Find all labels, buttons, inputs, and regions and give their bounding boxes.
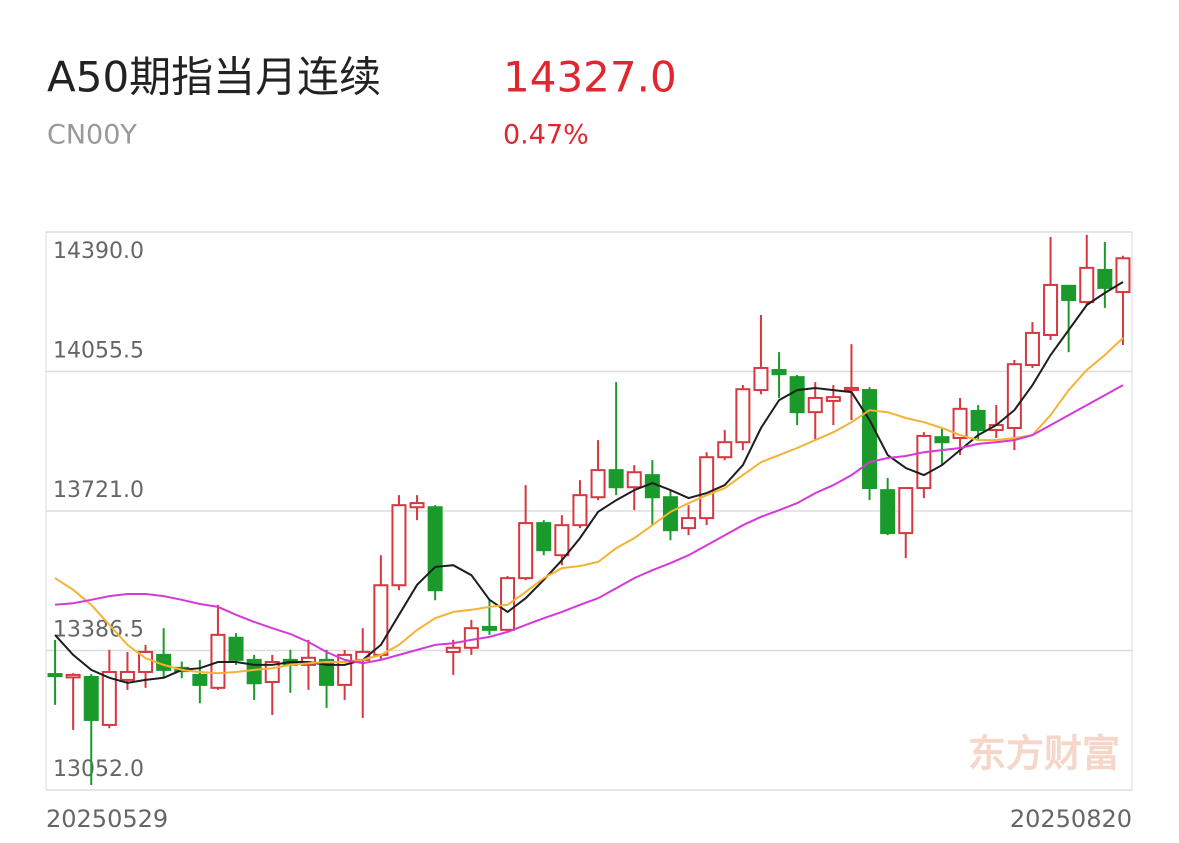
y-tick-label: 13386.5 [53, 618, 144, 643]
candle-body [409, 502, 425, 509]
candle-body [681, 517, 697, 530]
candle-body [807, 396, 823, 414]
candle-body [1097, 268, 1113, 289]
candle-body [590, 469, 606, 499]
candle-body [481, 625, 497, 631]
candle-body [898, 487, 914, 535]
candle-body [445, 646, 461, 653]
candle-body [934, 436, 950, 444]
candle-body [65, 673, 81, 679]
candle-body [518, 522, 534, 580]
candle-body [572, 494, 588, 527]
candle-body [1006, 363, 1022, 430]
change: 0.47% [503, 120, 589, 151]
code: CN00Y [47, 120, 137, 151]
candle-body [952, 407, 968, 440]
candle-body [1079, 266, 1095, 304]
y-tick-label: 13052.0 [53, 757, 144, 782]
y-tick-label: 14055.5 [53, 339, 144, 364]
title: A50期指当月连续 [47, 53, 381, 102]
x-tick-label: 20250529 [46, 805, 168, 833]
candle-body [101, 670, 117, 726]
candle-body [83, 675, 99, 721]
candle-body [862, 389, 878, 490]
candle-body [1061, 284, 1077, 301]
candle-body [47, 673, 63, 678]
candle-body [554, 524, 570, 557]
x-tick-label: 20250820 [1010, 805, 1132, 833]
candle-body [608, 469, 624, 489]
ma-line [54, 337, 1124, 675]
candle-body [735, 388, 751, 444]
candle-body [880, 489, 896, 535]
watermark: 东方财富 [968, 732, 1120, 776]
y-tick-label: 14390.0 [53, 239, 144, 264]
candle-body [644, 474, 660, 499]
candle-body [699, 456, 715, 520]
candle-body [1024, 331, 1040, 367]
ma-line [54, 384, 1124, 665]
candle-body [753, 366, 769, 392]
candle-body [789, 376, 805, 414]
candle-body [717, 441, 733, 459]
y-tick-label: 13721.0 [53, 478, 144, 503]
candle-body [536, 522, 552, 552]
price: 14327.0 [503, 53, 677, 102]
candle-body [626, 471, 642, 489]
candle-body [825, 396, 841, 402]
candle-body [391, 504, 407, 587]
candle-body [970, 409, 986, 432]
candle-body [192, 673, 208, 686]
candle-body [427, 506, 443, 592]
candle-body [1043, 283, 1059, 337]
candle-body [319, 658, 335, 686]
candle-body [463, 627, 479, 649]
candle-body [119, 670, 135, 681]
candle-body [228, 636, 244, 661]
candle-body [662, 496, 678, 532]
candle-body [916, 434, 932, 490]
candle-body [843, 386, 859, 392]
ma-line [54, 281, 1124, 684]
candle-body [771, 369, 787, 376]
candle-body [1115, 257, 1131, 294]
